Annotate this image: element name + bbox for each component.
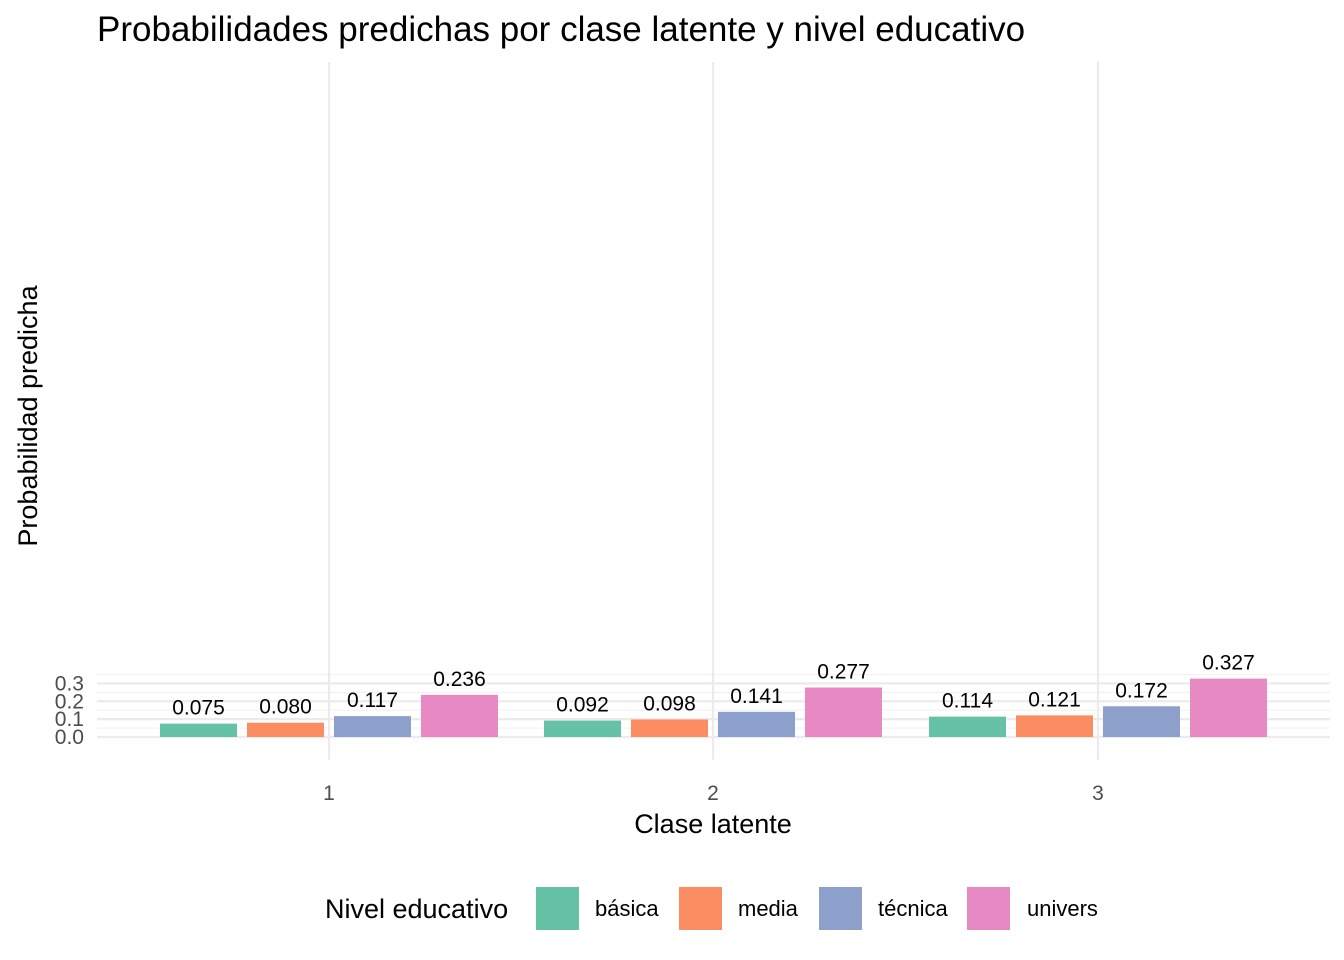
bar-value-label: 0.141 — [730, 685, 783, 708]
x-tick-label: 3 — [1092, 782, 1104, 805]
bar-value-label: 0.327 — [1202, 652, 1255, 675]
y-tick-label: 0.1 — [55, 708, 84, 731]
bar-value-label: 0.121 — [1028, 688, 1081, 711]
bar-value-label: 0.092 — [556, 694, 609, 717]
bar — [421, 694, 498, 737]
chart-title: Probabilidades predichas por clase laten… — [97, 10, 1025, 49]
bar — [631, 719, 708, 737]
bar — [1103, 706, 1180, 737]
x-tick-label: 1 — [323, 782, 335, 805]
legend-swatch — [679, 887, 722, 930]
x-axis-ticks: 1 2 3 — [323, 782, 1104, 805]
legend-swatch — [967, 887, 1010, 930]
bar — [1190, 678, 1267, 737]
legend-label: básica — [595, 896, 659, 921]
bar — [718, 711, 795, 737]
bar-value-label: 0.277 — [817, 661, 870, 684]
legend-title: Nivel educativo — [325, 894, 508, 924]
bar — [160, 723, 237, 737]
bar — [247, 722, 324, 737]
bar — [929, 716, 1006, 737]
legend: Nivel educativo básica media técnica univer… — [325, 887, 1098, 930]
y-tick-label: 0.3 — [55, 672, 84, 695]
bars-group — [160, 678, 1267, 737]
bar-value-label: 0.098 — [643, 692, 696, 715]
bar-value-label: 0.236 — [433, 668, 486, 691]
x-tick-label: 2 — [707, 782, 719, 805]
legend-swatch — [819, 887, 862, 930]
grid-lines — [97, 62, 1330, 760]
y-axis-ticks: 0.00.10.20.3 — [55, 672, 84, 749]
bar-value-label: 0.117 — [347, 689, 398, 712]
legend-label: técnica — [878, 896, 948, 921]
bar — [334, 716, 411, 737]
legend-label: univers — [1027, 896, 1098, 921]
y-axis-title: Probabilidad predicha — [13, 284, 43, 546]
bar-value-label: 0.080 — [259, 696, 312, 719]
data-labels-group: 0.075 0.080 0.117 0.236 0.092 0.098 0.141 0.277… — [172, 652, 1255, 720]
bar-value-label: 0.172 — [1115, 679, 1168, 702]
legend-label: media — [738, 896, 799, 921]
bar — [544, 720, 621, 737]
legend-swatch — [536, 887, 579, 930]
y-tick-label: 0.2 — [55, 690, 84, 713]
bar-value-label: 0.075 — [172, 697, 225, 720]
bar — [805, 687, 882, 737]
bar-value-label: 0.114 — [942, 690, 993, 713]
y-tick-label: 0.0 — [55, 726, 84, 749]
x-axis-title: Clase latente — [634, 809, 792, 839]
bar — [1016, 715, 1093, 737]
